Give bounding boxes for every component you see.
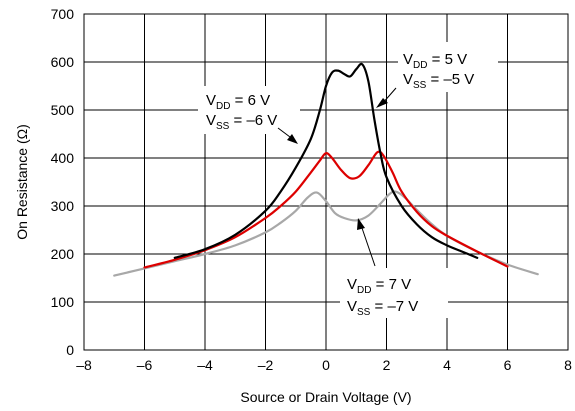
x-axis-label: Source or Drain Voltage (V) [240, 389, 411, 405]
annotation-6v-vss: VSS = –6 V [206, 112, 277, 132]
y-tick-label-2: 200 [51, 246, 75, 262]
annotation-7v: VDD = 7 V VSS = –7 V [340, 218, 448, 318]
x-tick-label-3: –2 [258, 357, 274, 373]
x-tick-label-5: 2 [383, 357, 391, 373]
annotation-7v-box [340, 268, 448, 318]
x-tick-label-2: –4 [197, 357, 213, 373]
x-tick-label-4: 0 [322, 357, 330, 373]
annotation-5v-vdd: VDD = 5 V [403, 51, 467, 71]
y-tick-label-0: 0 [66, 342, 74, 358]
annotation-6v-box [198, 86, 300, 134]
y-tick-label-4: 400 [51, 150, 75, 166]
y-tick-label-1: 100 [51, 294, 75, 310]
x-tick-label-7: 6 [504, 357, 512, 373]
annotation-6v-vdd: VDD = 6 V [206, 92, 270, 112]
curves [113, 62, 539, 277]
y-tick-label-5: 500 [51, 102, 75, 118]
annotation-5v: VDD = 5 V VSS = –5 V [376, 42, 498, 108]
x-tick-label-0: –8 [76, 357, 92, 373]
annotation-5v-vss: VSS = –5 V [403, 71, 474, 91]
annotation-7v-arrowhead [357, 218, 365, 230]
x-tick-label-8: 8 [564, 357, 572, 373]
plot-frame [83, 13, 569, 351]
annotation-6v-arrowhead [287, 134, 298, 144]
x-tick-label-1: –6 [137, 357, 153, 373]
series-line-1 [143, 150, 509, 269]
y-axis-label: On Resistance (Ω) [14, 124, 30, 240]
annotation-7v-arrow-line [361, 227, 376, 267]
series-line-2 [113, 190, 539, 277]
annotation-6v: VDD = 6 V VSS = –6 V [198, 86, 300, 144]
annotation-5v-box [398, 42, 498, 92]
annotation-7v-vdd: VDD = 7 V [347, 276, 411, 296]
series-line-0 [173, 62, 479, 259]
y-tick-label-7: 700 [51, 6, 75, 22]
y-tick-labels: 0 100 200 300 400 500 600 700 [51, 6, 75, 358]
x-tick-label-6: 4 [443, 357, 451, 373]
x-tick-labels: –8 –6 –4 –2 0 2 4 6 8 [76, 357, 572, 373]
annotation-7v-vss: VSS = –7 V [347, 298, 418, 318]
annotation-5v-arrowhead [376, 98, 388, 108]
y-tick-label-6: 600 [51, 54, 75, 70]
y-tick-label-3: 300 [51, 198, 75, 214]
grid [84, 14, 568, 350]
